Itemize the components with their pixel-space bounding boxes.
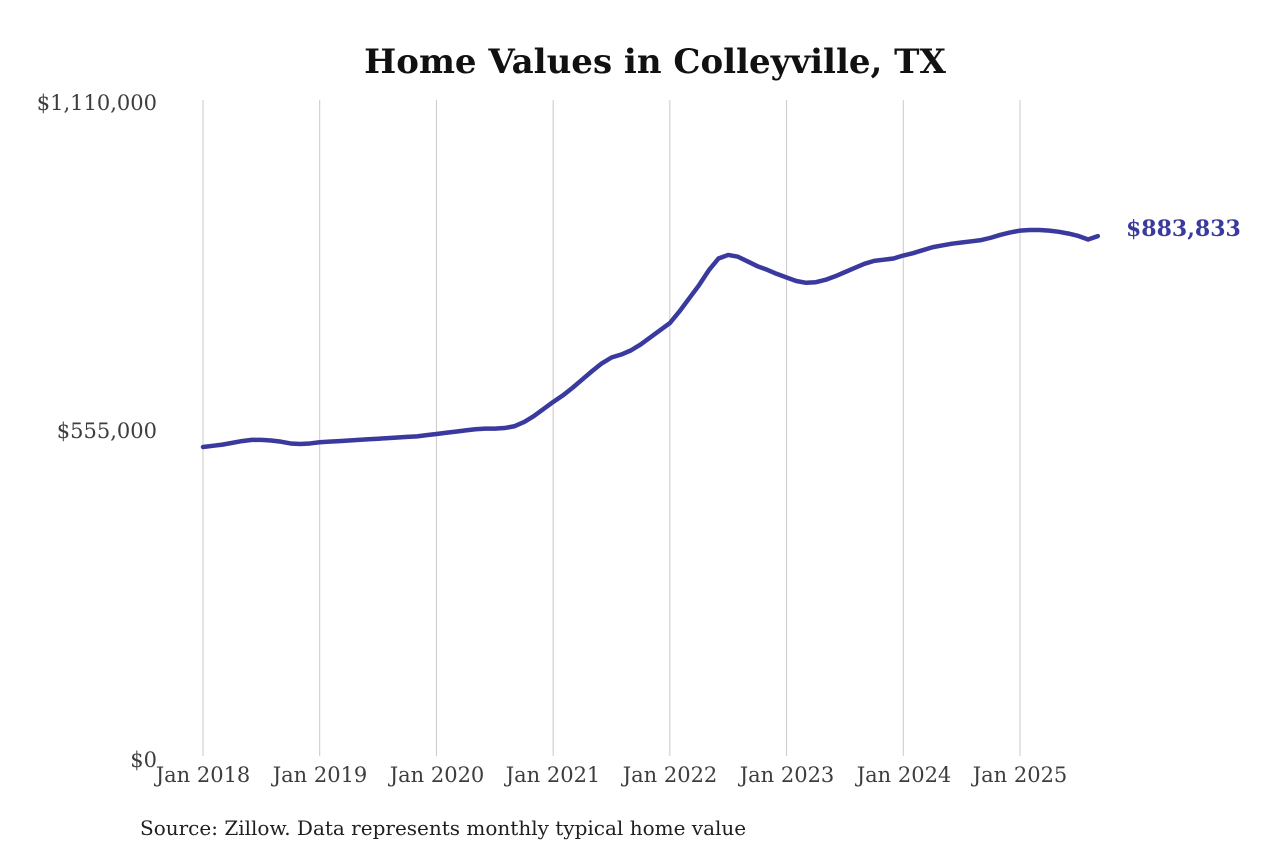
source-note: Source: Zillow. Data represents monthly … xyxy=(140,816,746,840)
y-tick-mid: $555,000 xyxy=(57,419,157,443)
x-tick-jan-2020: Jan 2020 xyxy=(388,763,485,787)
x-tick-jan-2024: Jan 2024 xyxy=(855,763,952,787)
x-tick-jan-2018: Jan 2018 xyxy=(154,763,251,787)
home-value-line xyxy=(200,227,1101,450)
y-tick-zero: $0 xyxy=(130,748,157,772)
x-tick-jan-2021: Jan 2021 xyxy=(504,763,601,787)
x-tick-jan-2023: Jan 2023 xyxy=(738,763,835,787)
x-tick-jan-2019: Jan 2019 xyxy=(271,763,368,787)
x-tick-jan-2022: Jan 2022 xyxy=(621,763,718,787)
latest-value-label: $883,833 xyxy=(1126,216,1241,242)
y-tick-max: $1,110,000 xyxy=(37,91,157,115)
chart-title: Home Values in Colleyville, TX xyxy=(364,42,946,82)
year-gridlines xyxy=(202,100,1021,756)
x-tick-jan-2025: Jan 2025 xyxy=(971,763,1068,787)
